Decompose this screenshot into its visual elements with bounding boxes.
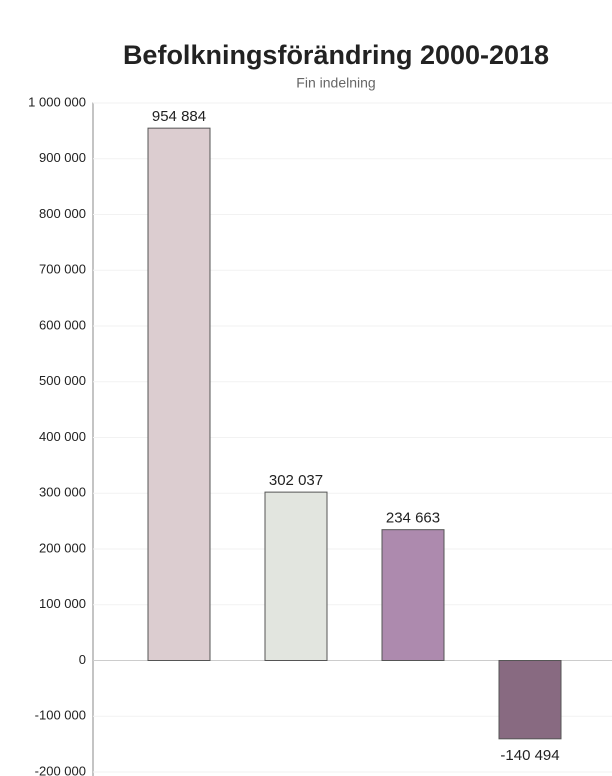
y-tick-label: 800 000 [39,206,86,221]
value-label: -140 494 [500,747,559,764]
value-label: 234 663 [386,510,440,527]
bar [381,529,445,661]
chart-title: Befolkningsförändring 2000-2018 [123,40,549,70]
bar [498,660,562,740]
y-tick-label: 500 000 [39,373,86,388]
bar [147,127,211,662]
y-tick-label: 100 000 [39,596,86,611]
chart-subtitle: Fin indelning [296,75,375,91]
y-tick-label: -200 000 [35,763,86,776]
y-tick-label: 400 000 [39,429,86,444]
y-tick-label: 700 000 [39,262,86,277]
bar [264,491,328,661]
y-tick-label: -100 000 [35,708,86,723]
y-tick-label: 0 [79,652,86,667]
y-tick-label: 200 000 [39,540,86,555]
y-tick-label: 1 000 000 [28,94,86,109]
y-tick-label: 300 000 [39,485,86,500]
value-label: 954 884 [152,108,206,125]
y-tick-label: 900 000 [39,150,86,165]
y-tick-label: 600 000 [39,317,86,332]
value-label: 302 037 [269,472,323,489]
